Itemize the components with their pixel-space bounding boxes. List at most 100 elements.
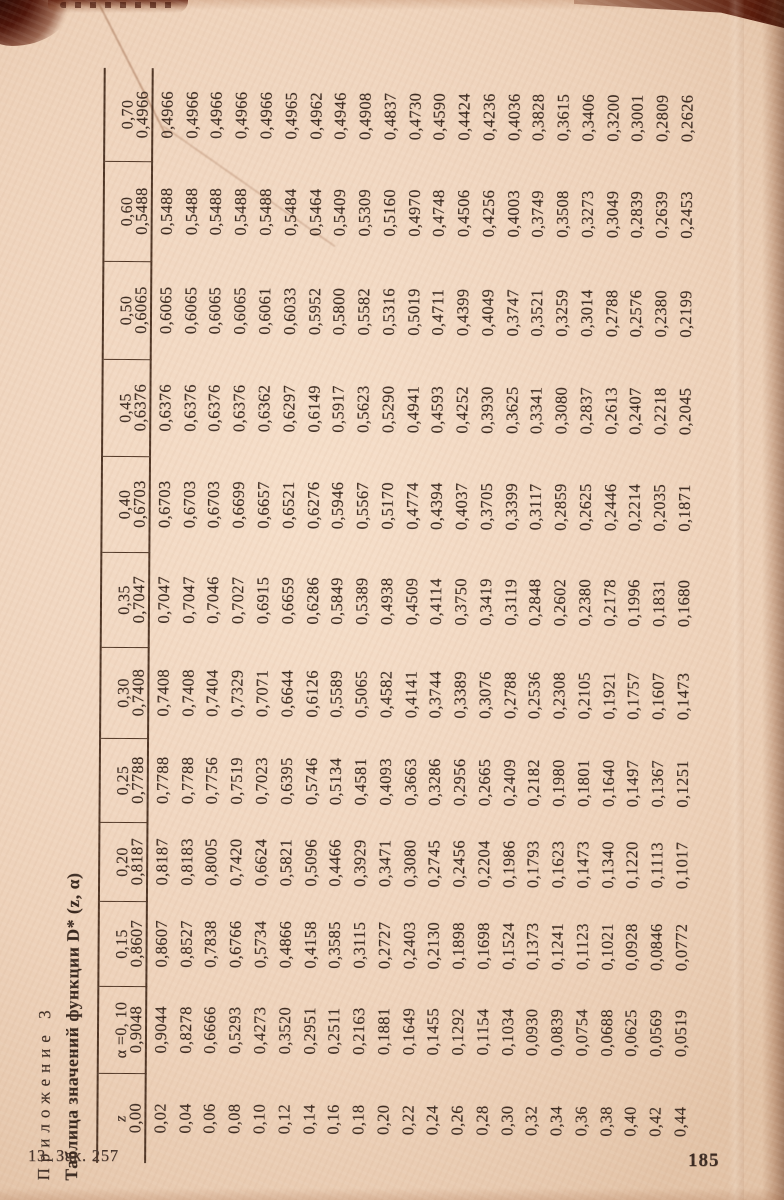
function-value: 0,1123 (572, 923, 592, 971)
z-value: 0,18 (348, 1104, 368, 1135)
function-value: 0,3119 (500, 578, 520, 626)
function-value: 0,1220 (622, 841, 642, 889)
function-value: 0,7788 (127, 756, 148, 804)
function-value: 0,4581 (350, 757, 370, 806)
function-value: 0,7047 (129, 575, 149, 624)
function-value: 0,6376 (229, 384, 249, 433)
z-value: 0,32 (521, 1105, 541, 1137)
function-value: 0,5623 (353, 385, 373, 433)
function-value: 0,2045 (675, 387, 695, 436)
function-value: 0,7408 (153, 668, 173, 717)
function-value: 0,2639 (651, 190, 672, 239)
function-value: 0,5488 (181, 187, 201, 236)
function-value: 0,6376 (204, 384, 224, 432)
function-value: 0,4837 (380, 92, 400, 141)
z-value: 0,10 (249, 1103, 269, 1135)
z-value: 0,14 (298, 1104, 319, 1135)
function-value: 0,5849 (327, 577, 347, 625)
function-value: 0,2403 (399, 921, 419, 970)
z-value: 0,08 (224, 1103, 244, 1135)
function-value: 0,2409 (499, 758, 519, 807)
function-value: 0,7023 (251, 757, 271, 805)
function-value: 0,3399 (501, 482, 521, 531)
function-value: 0,4774 (402, 482, 422, 530)
function-value: 0,3625 (501, 386, 522, 435)
function-value: 0,6703 (129, 480, 150, 528)
function-value: 0,2613 (600, 387, 621, 435)
function-value: 0,4748 (428, 189, 449, 238)
function-value: 0,5389 (351, 577, 372, 625)
function-value: 0,2204 (473, 840, 494, 888)
function-value: 0,2308 (549, 671, 569, 720)
function-value: 0,4424 (454, 93, 474, 141)
z-value: 0,20 (373, 1104, 393, 1136)
function-value: 0,6657 (253, 481, 273, 529)
page-right-edge-shadow (762, 0, 784, 1200)
function-value: 0,4394 (426, 482, 447, 530)
function-value: 0,1473 (673, 672, 693, 721)
function-value: 0,1021 (597, 923, 617, 971)
function-value: 0,2511 (324, 1007, 344, 1055)
function-value: 0,2035 (649, 483, 670, 532)
function-value: 0,5589 (326, 670, 346, 718)
z-value: 0,12 (274, 1103, 294, 1135)
function-value: 0,5821 (275, 838, 296, 887)
function-value: 0,6297 (278, 384, 299, 433)
function-value: 0,2130 (423, 921, 444, 970)
function-value: 0,3080 (399, 839, 419, 888)
function-value: 0,2625 (575, 483, 595, 532)
function-value: 0,0754 (571, 1008, 592, 1057)
function-value: 0,2809 (652, 94, 672, 143)
function-value: 0,4252 (452, 386, 472, 434)
function-value: 0,1698 (473, 922, 493, 970)
z-value: 0,24 (422, 1104, 442, 1136)
function-value: 0,2745 (424, 839, 444, 888)
function-value: 0,1154 (472, 1008, 493, 1056)
function-value: 0,4399 (452, 288, 473, 337)
function-value: 0,4966 (231, 91, 251, 140)
function-value: 0,2859 (550, 483, 571, 531)
function-value: 0,5096 (300, 839, 320, 887)
function-value: 0,3076 (475, 671, 495, 719)
z-value: 0,22 (397, 1104, 418, 1136)
function-value: 0,1455 (423, 1007, 443, 1056)
function-value: 0,4965 (280, 91, 301, 140)
function-value: 0,1034 (497, 1008, 517, 1057)
function-value: 0,3705 (476, 482, 496, 531)
function-value: 0,4966 (206, 91, 227, 139)
function-value: 0,0569 (646, 1009, 666, 1058)
function-value: 0,7046 (203, 576, 223, 624)
function-value: 0,1881 (373, 1007, 393, 1056)
function-value: 0,5952 (304, 287, 324, 336)
function-value: 0,1980 (548, 759, 569, 807)
function-value: 0,8527 (176, 920, 196, 968)
function-value: 0,6703 (154, 480, 174, 529)
function-value: 0,0519 (670, 1009, 691, 1058)
z-value: 0,06 (199, 1103, 219, 1134)
function-value: 0,1898 (448, 922, 468, 970)
table-title: Таблица значений функции D* (z, α) (60, 872, 84, 1181)
function-value: 0,6065 (205, 286, 225, 335)
z-value: 0,04 (174, 1103, 195, 1134)
function-value: 0,4593 (427, 385, 447, 434)
z-value: 0,16 (323, 1104, 343, 1135)
function-value: 0,3117 (525, 483, 546, 531)
function-value: 0,6395 (276, 757, 296, 805)
function-value: 0,5488 (206, 187, 226, 236)
function-value: 0,1251 (672, 760, 692, 808)
function-value: 0,4256 (478, 189, 498, 238)
function-value: 0,3663 (400, 758, 420, 806)
function-value: 0,5488 (230, 188, 251, 236)
function-value: 0,5567 (352, 481, 372, 530)
function-value: 0,6644 (276, 669, 297, 718)
function-value: 0,8607 (151, 919, 171, 968)
function-value: 0,3471 (374, 839, 395, 888)
function-value: 0,5582 (353, 287, 374, 336)
function-value: 0,4509 (401, 577, 421, 626)
function-value: 0,8278 (175, 1006, 195, 1054)
function-value: 0,6362 (254, 384, 274, 433)
function-value: 0,0772 (671, 923, 691, 972)
function-value: 0,2178 (599, 579, 619, 627)
function-value: 0,5065 (351, 670, 371, 718)
function-value: 0,1373 (522, 922, 543, 971)
